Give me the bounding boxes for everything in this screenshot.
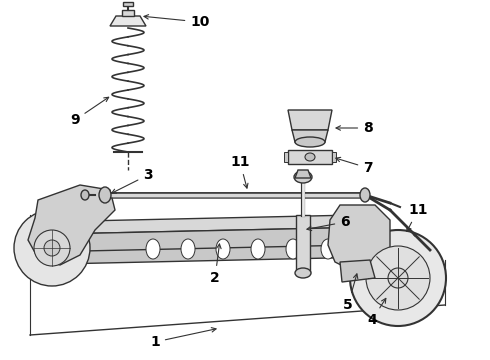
Ellipse shape [356, 239, 370, 259]
Polygon shape [284, 152, 288, 162]
Text: 4: 4 [367, 298, 386, 327]
Polygon shape [110, 16, 146, 26]
Ellipse shape [146, 239, 160, 259]
Text: 3: 3 [112, 168, 153, 193]
Text: 9: 9 [70, 97, 109, 127]
Polygon shape [28, 185, 115, 265]
Circle shape [388, 268, 408, 288]
Text: 8: 8 [336, 121, 373, 135]
Text: 11: 11 [230, 155, 250, 188]
Text: 1: 1 [150, 328, 216, 349]
Text: 5: 5 [343, 274, 358, 312]
Ellipse shape [305, 153, 315, 161]
Ellipse shape [181, 239, 195, 259]
Polygon shape [332, 152, 336, 162]
Ellipse shape [295, 137, 325, 147]
Text: 6: 6 [307, 215, 350, 231]
Ellipse shape [99, 187, 111, 203]
Ellipse shape [360, 188, 370, 202]
Polygon shape [292, 130, 328, 142]
Ellipse shape [216, 239, 230, 259]
Circle shape [14, 210, 90, 286]
Polygon shape [296, 215, 310, 273]
Ellipse shape [286, 239, 300, 259]
Circle shape [44, 240, 60, 256]
Polygon shape [328, 205, 390, 272]
Text: 10: 10 [144, 15, 210, 29]
Polygon shape [288, 150, 332, 164]
Polygon shape [288, 110, 332, 130]
Circle shape [34, 230, 70, 266]
Polygon shape [340, 260, 375, 282]
Ellipse shape [295, 268, 311, 278]
Circle shape [350, 230, 446, 326]
Polygon shape [295, 170, 311, 178]
Ellipse shape [251, 239, 265, 259]
Text: 11: 11 [407, 203, 428, 231]
Ellipse shape [294, 171, 312, 183]
Ellipse shape [321, 239, 335, 259]
Text: 7: 7 [336, 157, 373, 175]
Polygon shape [38, 215, 375, 234]
Polygon shape [122, 10, 134, 16]
Polygon shape [123, 2, 133, 6]
Text: 2: 2 [210, 244, 221, 285]
Ellipse shape [81, 190, 89, 200]
Polygon shape [58, 227, 375, 264]
Circle shape [366, 246, 430, 310]
